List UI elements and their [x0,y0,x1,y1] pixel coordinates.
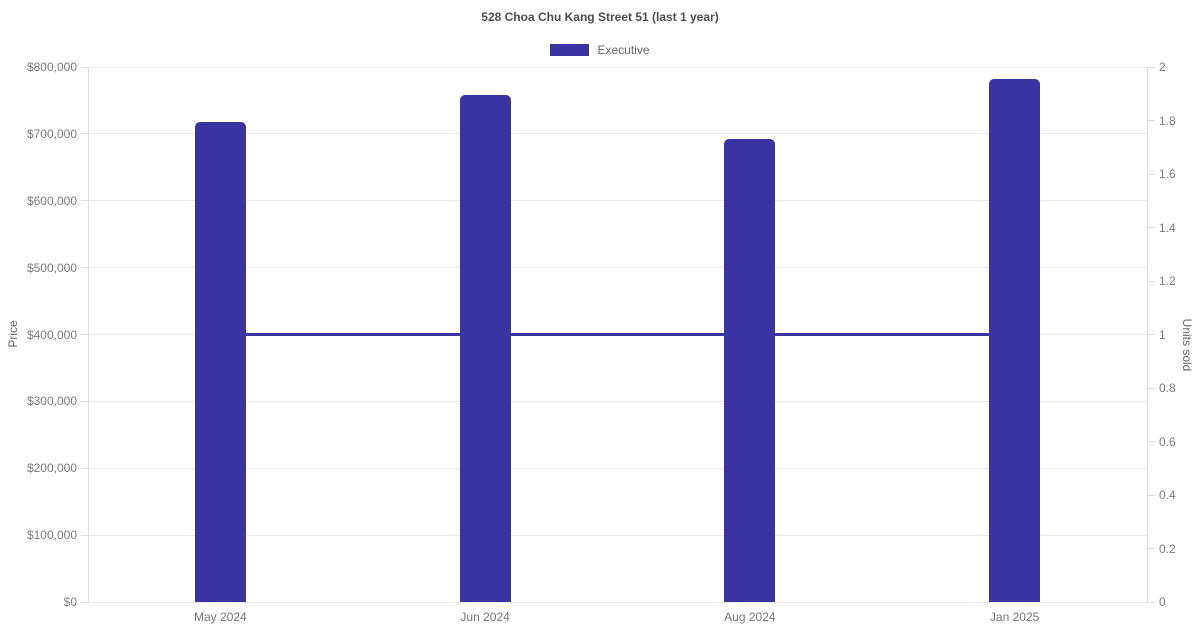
left-axis-line [88,67,89,603]
right-axis-tickmark [1148,66,1155,68]
left-axis-tick-label: $300,000 [26,394,77,409]
right-axis-tick-label: 0.2 [1159,541,1176,556]
right-axis-tickmark [1148,494,1155,496]
right-axis-tick-label: 1.4 [1159,220,1176,235]
bar-jan-2025[interactable] [989,79,1041,602]
units-sold-line [220,332,1015,337]
left-axis-tick-label: $400,000 [26,327,77,342]
right-axis-tickmark [1148,280,1155,282]
x-axis-label: Aug 2024 [724,610,776,624]
right-axis-tickmark [1148,601,1155,603]
legend-label: Executive [597,43,650,57]
x-axis-label: May 2024 [194,610,247,624]
chart-title: 528 Choa Chu Kang Street 51 (last 1 year… [481,10,719,24]
right-axis-tick-label: 1.6 [1159,167,1176,181]
legend: Executive [0,42,1200,58]
gridline [88,133,1147,135]
gridline [88,66,1147,68]
gridline [88,400,1147,402]
right-axis-tickmark [1148,173,1155,175]
gridline [88,200,1147,202]
right-axis-line [1147,67,1148,603]
left-axis-tick-label: $700,000 [26,126,77,141]
left-axis-tick-label: $100,000 [26,528,77,543]
gridline [88,601,1147,603]
right-axis-tick-label: 1.2 [1159,274,1176,288]
left-axis-tick-label: $600,000 [26,193,77,208]
right-axis-tickmark [1148,548,1155,549]
bar-aug-2024[interactable] [724,139,776,602]
left-axis-tickmark [81,467,88,469]
right-axis-tickmark [1148,334,1155,335]
left-axis-tickmark [81,400,88,402]
x-axis-label: Jun 2024 [460,610,510,624]
gridline [88,267,1147,269]
gridline [88,467,1147,469]
right-axis-tickmark [1148,441,1155,442]
bar-may-2024[interactable] [194,121,246,602]
left-axis-tick-label: $200,000 [26,461,77,476]
left-axis-tick-label: $0 [63,595,77,609]
right-axis-tick-label: 0.4 [1159,488,1176,502]
left-axis-tickmark [81,334,88,335]
right-axis-tick-label: 0.6 [1159,434,1176,449]
right-axis-tick-label: 0.8 [1159,381,1176,395]
left-axis-tick-label: $800,000 [26,60,77,74]
right-axis-tick-label: 0 [1159,595,1166,609]
right-axis-tick-label: 2 [1159,60,1166,74]
right-axis-tick-label: 1.8 [1159,113,1176,128]
legend-swatch [550,44,590,56]
left-axis-tickmark [81,601,88,603]
right-axis-tickmark [1148,227,1155,228]
left-axis-tick-label: $500,000 [26,260,77,275]
right-axis-title: Units sold [1180,318,1194,372]
bar-jun-2024[interactable] [459,95,511,602]
left-axis-tickmark [81,534,88,536]
gridline [88,534,1147,536]
left-axis-tickmark [81,133,88,135]
right-axis-tick-label: 1 [1159,327,1166,342]
right-axis-tickmark [1148,387,1155,389]
legend-item-executive[interactable]: Executive [550,43,650,57]
left-axis-tickmark [81,267,88,269]
x-axis-label: Jan 2025 [989,610,1040,624]
left-axis-tickmark [81,200,88,202]
right-axis-tickmark [1148,120,1155,121]
left-axis-tickmark [81,66,88,68]
